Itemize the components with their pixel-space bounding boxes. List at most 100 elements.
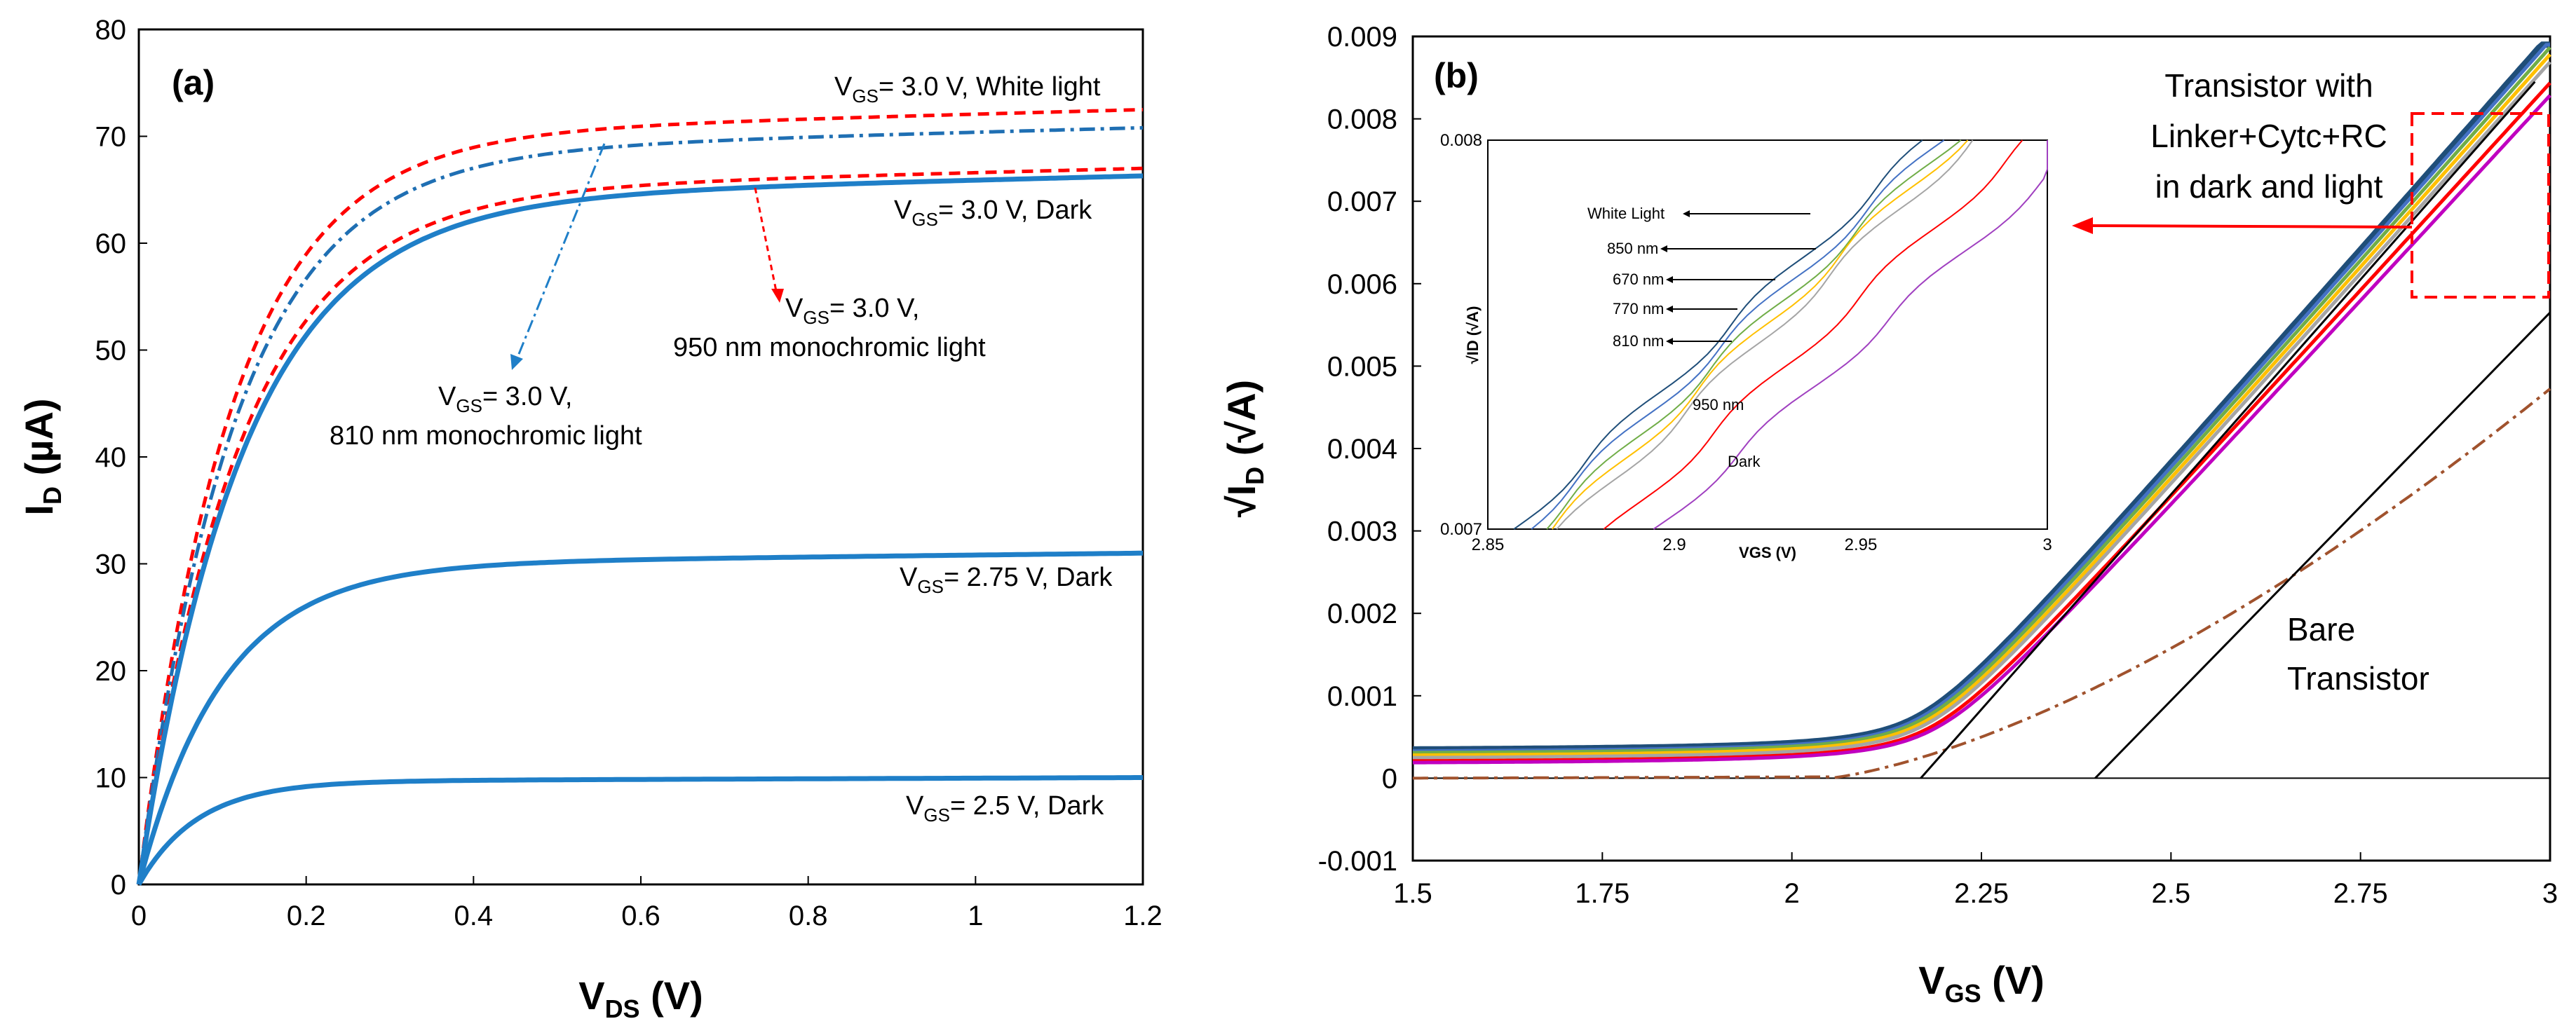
inset-x-tick-label: 2.85	[1472, 535, 1505, 554]
panel-b-x-axis-title: VGS (V)	[1918, 958, 2045, 1008]
panel-b-y-tick-label: -0.001	[1318, 846, 1397, 877]
panel-a-y-tick-label: 50	[95, 336, 127, 367]
inset-series	[1513, 139, 2048, 530]
panel-b-threshold-line-0	[1920, 81, 2536, 779]
annotation-dark-25v: VGS= 2.5 V, Dark	[906, 791, 1104, 826]
panel-a-y-axis-title: ID (µA)	[17, 398, 67, 515]
annotation-functionalized-1: Transistor with	[2164, 67, 2373, 104]
panel-b-x-tick-label: 1.5	[1393, 878, 1432, 909]
panel-a: 0 0.2 0.4 0.6 0.8 1 1.2 0 10 20 30 40 50 60 70 80 (a) V…	[17, 15, 1162, 1023]
inset-series-line-2	[1546, 139, 1962, 530]
panel-b-x-tick-label: 2.25	[1954, 878, 2009, 909]
panel-b-series-line-3	[1413, 53, 2551, 758]
inset-labels: White Light 850 nm 670 nm 770 nm 810 nm 950 n…	[1587, 205, 1816, 470]
panel-a-y-tick-label: 60	[95, 228, 127, 259]
annotation-functionalized-2: Linker+Cytc+RC	[2150, 118, 2387, 154]
annotation-bare-2: Transistor	[2287, 660, 2429, 697]
inset-x-tick-label: 3	[2042, 535, 2052, 554]
arrow-810nm-head	[510, 354, 523, 370]
inset-x-axis-title: VGS (V)	[1739, 544, 1796, 561]
panel-a-y-tick-label: 70	[95, 122, 127, 153]
inset-x-tick-label: 2.9	[1662, 535, 1686, 554]
inset-ticks: 2.85 2.9 2.95 3 0.007 0.008	[1440, 131, 2052, 554]
panel-a-x-tick-label: 0.6	[621, 901, 660, 931]
panel-b-y-tick-label: 0.001	[1327, 681, 1397, 712]
panel-b: 1.5 1.75 2 2.25 2.5 2.75 3 -0.001 0 0.001 0.002 0.0…	[1219, 22, 2558, 1008]
panel-b-y-tick-label: 0.009	[1327, 22, 1397, 53]
inset-label-1: 850 nm	[1607, 240, 1658, 257]
panel-b-y-tick-label: 0.003	[1327, 516, 1397, 547]
arrow-810nm	[515, 143, 606, 362]
inset-label-6: Dark	[1728, 453, 1761, 470]
annotation-810nm: VGS= 3.0 V,	[438, 382, 572, 416]
inset-series-line-3	[1552, 139, 1969, 530]
panel-a-series-line-1	[137, 125, 1144, 885]
inset-plot-area	[1487, 139, 2048, 530]
inset-y-axis-title: √ID (√A)	[1464, 306, 1482, 364]
inset-series-line-5	[1603, 139, 2023, 530]
inset-series-line-4	[1556, 139, 1974, 530]
panel-a-y-tick-label: 30	[95, 549, 127, 580]
annotation-950nm-line2: 950 nm monochromic light	[673, 333, 986, 362]
inset-x-tick-label: 2.95	[1845, 535, 1878, 554]
panel-a-x-tick-label: 0.2	[287, 901, 326, 931]
annotation-bare-1: Bare	[2287, 611, 2355, 648]
annotation-950nm: VGS= 3.0 V,	[785, 294, 919, 328]
panel-a-ticks: 0 0.2 0.4 0.6 0.8 1 1.2 0 10 20 30 40 50 60 70 80	[95, 15, 1162, 931]
inset-label-arrowhead-4	[1666, 338, 1673, 345]
panel-b-label: (b)	[1434, 56, 1479, 95]
panel-a-x-tick-label: 0	[131, 901, 147, 931]
inset-y-tick-label: 0.008	[1440, 131, 1482, 150]
inset-label-2: 670 nm	[1613, 271, 1664, 288]
zoom-region-box	[2411, 112, 2550, 299]
panel-a-series-line-0	[137, 107, 1144, 885]
panel-a-x-tick-label: 1.2	[1123, 901, 1162, 931]
annotation-white-light: VGS= 3.0 V, White light	[834, 72, 1101, 107]
panel-b-x-tick-label: 2	[1784, 878, 1800, 909]
inset-label-arrowhead-2	[1666, 276, 1673, 283]
panel-b-y-tick-label: 0.004	[1327, 434, 1397, 465]
inset-series-line-0	[1513, 139, 1923, 530]
panel-b-series	[1413, 41, 2551, 780]
panel-b-y-tick-label: 0.005	[1327, 351, 1397, 382]
panel-b-y-tick-label: 0.008	[1327, 104, 1397, 135]
panel-b-y-tick-label: 0.002	[1327, 598, 1397, 629]
panel-a-series-line-3	[136, 173, 1144, 885]
panel-b-series-line-2	[1413, 46, 2551, 755]
panel-b-series-line-6	[1413, 94, 2551, 765]
panel-b-x-tick-label: 3	[2542, 878, 2558, 909]
annotation-810nm-line2: 810 nm monochromic light	[330, 421, 642, 451]
panel-b-series-line-4	[1413, 60, 2551, 760]
panel-a-x-tick-label: 1	[968, 901, 983, 931]
panel-b-x-tick-label: 2.5	[2152, 878, 2191, 909]
panel-b-ticks: 1.5 1.75 2 2.25 2.5 2.75 3 -0.001 0 0.001 0.002 0.0…	[1318, 22, 2558, 909]
zoom-arrow-head	[2072, 217, 2093, 234]
panel-a-y-tick-label: 0	[111, 870, 126, 901]
inset-label-arrowhead-0	[1683, 210, 1690, 217]
inset-label-3: 770 nm	[1613, 300, 1664, 317]
inset-label-arrowhead-3	[1666, 306, 1673, 313]
annotation-functionalized-3: in dark and light	[2155, 168, 2383, 205]
panel-a-series	[136, 107, 1144, 886]
panel-a-x-tick-label: 0.4	[454, 901, 494, 931]
inset-label-5: 950 nm	[1693, 396, 1744, 413]
panel-a-x-tick-label: 0.8	[789, 901, 828, 931]
panel-a-y-tick-label: 40	[95, 442, 127, 473]
panel-b-y-tick-label: 0.007	[1327, 186, 1397, 217]
inset-label-4: 810 nm	[1613, 332, 1664, 350]
arrow-950nm	[754, 187, 778, 295]
panel-b-y-tick-label: 0.006	[1327, 269, 1397, 300]
zoom-arrow	[2090, 224, 2413, 228]
panel-b-series-line-7	[1413, 388, 2551, 780]
panel-b-y-tick-label: 0	[1382, 763, 1397, 794]
panel-b-x-tick-label: 1.75	[1575, 878, 1629, 909]
inset-label-0: White Light	[1587, 205, 1665, 222]
inset-label-arrowhead-1	[1660, 245, 1667, 252]
arrow-950nm-head	[771, 289, 784, 303]
panel-a-label: (a)	[172, 63, 215, 102]
panel-a-series-line-4	[136, 550, 1143, 885]
annotation-dark-3v: VGS= 3.0 V, Dark	[894, 196, 1092, 230]
panel-b-x-tick-label: 2.75	[2333, 878, 2388, 909]
